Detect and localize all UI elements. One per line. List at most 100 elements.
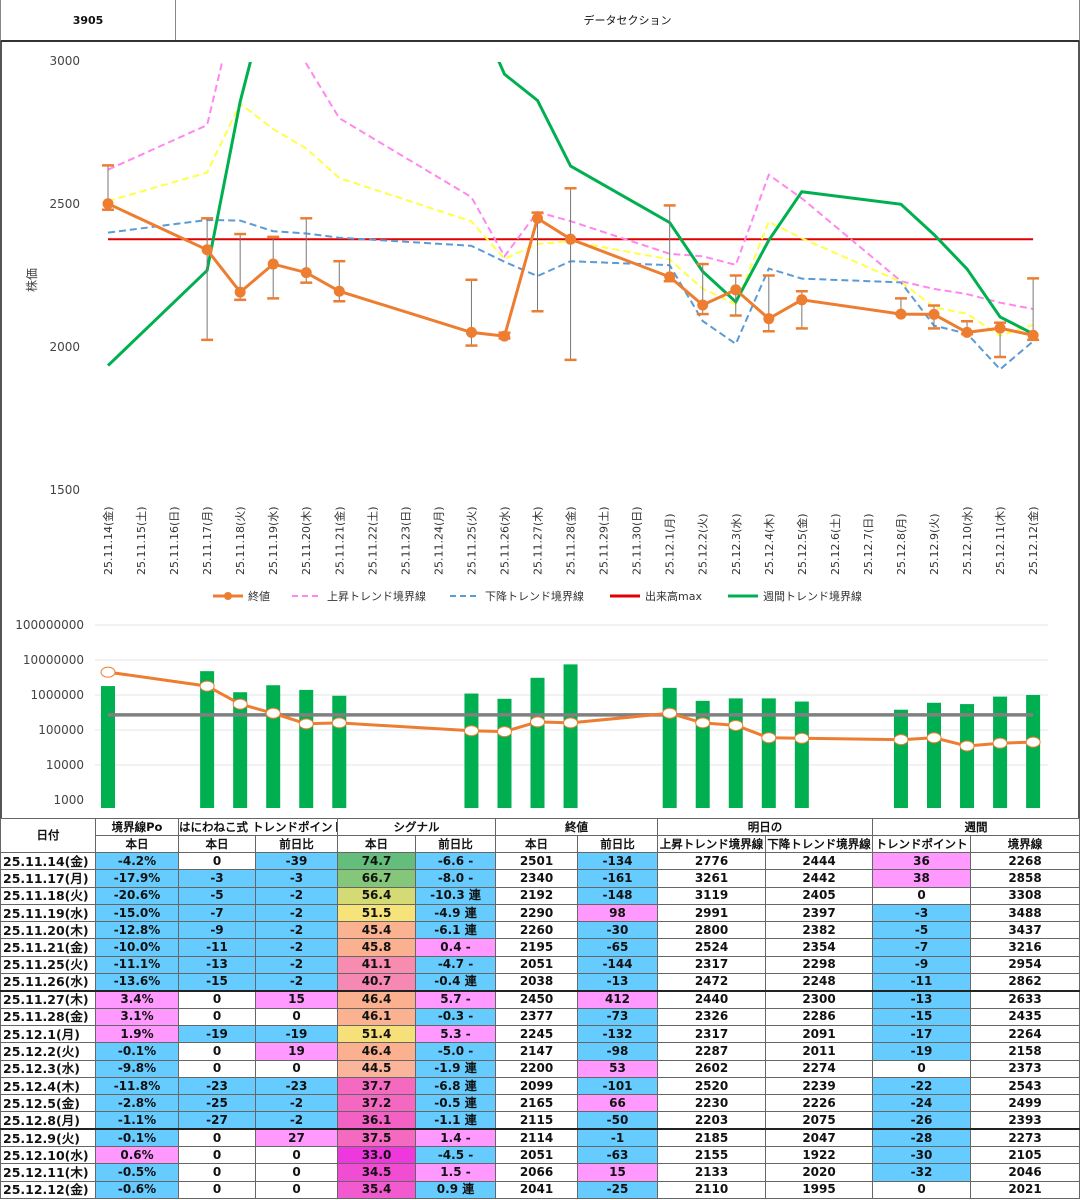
cell-closed: -13 (577, 973, 659, 992)
y-axis-label: 株価 (24, 268, 39, 292)
table-row: 25.12.4(木) -11.8% -23 -23 37.7 -6.8 連 2099 -101… (0, 1076, 1080, 1096)
table-row: 25.11.27(木) 3.4% 0 15 46.4 5.7 -2450 412 2440 23… (0, 989, 1080, 1009)
col-po-today: 本日 (95, 835, 179, 853)
cell-sigd: -0.4 連 (415, 973, 497, 992)
cell-date: 25.12.1(月) (0, 1024, 96, 1044)
cell-sig: 66.7 (337, 869, 417, 888)
volume-point (232, 698, 248, 710)
cell-tpd: 0 (254, 1059, 339, 1078)
cell-sigd: -6.1 連 (415, 921, 497, 940)
cell-po: 3.4% (95, 989, 179, 1009)
x-tick-label: 25.11.17(月) (201, 506, 214, 575)
volume-point (662, 707, 678, 719)
cell-po: -13.6% (95, 973, 179, 992)
cell-wline: 2862 (970, 973, 1080, 992)
cell-closed: -98 (577, 1042, 659, 1061)
volume-point (265, 707, 281, 719)
cell-date: 25.12.4(木) (0, 1076, 96, 1096)
cell-up: 2133 (657, 1163, 767, 1182)
cell-tp: -13 (178, 955, 256, 975)
cell-wtp: -11 (872, 973, 972, 992)
volume-point (496, 726, 512, 738)
close-point (201, 244, 213, 256)
cell-up: 2326 (657, 1007, 767, 1026)
cell-up: 2520 (657, 1076, 767, 1096)
volume-bar (761, 698, 776, 808)
close-point (102, 198, 114, 210)
charts: 1500 2000 2500 3000 株価 25.11.14(金) 25.11.15(土)… (15, 54, 1048, 808)
x-tick-label: 25.11.29(土) (598, 506, 611, 575)
col-group-trendpoint: はにわねこ式 トレンドポイント (177, 818, 339, 836)
cell-down: 2020 (765, 1163, 874, 1182)
table-row: 25.12.2(火) -0.1% 0 19 46.4 -5.0 -2147 -98 2287 2… (0, 1042, 1080, 1061)
cell-wtp: -26 (872, 1111, 972, 1130)
cell-tp: 0 (178, 1180, 256, 1199)
cell-sig: 46.4 (337, 1042, 417, 1061)
cell-up: 2317 (657, 1024, 767, 1044)
cell-tp: 0 (178, 1007, 256, 1026)
cell-sigd: -5.0 - (415, 1042, 497, 1061)
table-row: 25.12.3(水) -9.8% 0 0 44.5 -1.9 連 2200 53 2602 227… (0, 1059, 1080, 1078)
cell-wline: 3437 (970, 921, 1080, 940)
cell-tp: -3 (178, 869, 256, 888)
table-row: 25.12.1(月) 1.9% -19 -19 51.4 5.3 -2245 -132 231… (0, 1024, 1080, 1044)
close-point (565, 233, 577, 245)
cell-tpd: -23 (254, 1076, 339, 1096)
cell-date: 25.11.25(火) (0, 955, 96, 975)
volume-point (794, 732, 810, 744)
cell-up: 3261 (657, 869, 767, 888)
cell-wline: 2954 (970, 955, 1080, 975)
x-tick-label: 25.12.8(月) (895, 513, 908, 575)
table-row: 25.11.20(木) -12.8% -9 -2 45.4 -6.1 連 2260 -30 28… (0, 921, 1080, 940)
cell-close: 2377 (495, 1007, 579, 1026)
cell-up: 2203 (657, 1111, 767, 1130)
x-tick-label: 25.12.10(水) (961, 506, 974, 575)
volume-bar (266, 685, 281, 808)
cell-date: 25.11.21(金) (0, 938, 96, 957)
cell-wline: 2435 (970, 1007, 1080, 1026)
cell-po: -11.1% (95, 955, 179, 975)
volume-bar (530, 677, 545, 808)
cell-tpd: 0 (254, 1007, 339, 1026)
cell-date: 25.12.10(水) (0, 1146, 96, 1165)
cell-down: 2091 (765, 1024, 874, 1044)
cell-sig: 37.7 (337, 1076, 417, 1096)
cell-wtp: -17 (872, 1024, 972, 1044)
cell-tpd: -2 (254, 955, 339, 975)
cell-sigd: -6.6 - (415, 851, 497, 871)
cell-up: 2800 (657, 921, 767, 940)
cell-sigd: 1.5 - (415, 1163, 497, 1182)
volume-bar (200, 671, 215, 808)
cell-down: 2382 (765, 921, 874, 940)
cell-down: 2354 (765, 938, 874, 957)
close-point (730, 284, 742, 296)
volume-point (463, 725, 479, 737)
close-point (532, 212, 544, 224)
volume-point (563, 717, 579, 729)
cell-up: 2317 (657, 955, 767, 975)
plot-area (102, 62, 1040, 371)
cell-down: 2286 (765, 1007, 874, 1026)
table-row: 25.11.14(金) -4.2% 0 -39 74.7 -6.6 -2501 -134 27… (0, 851, 1080, 871)
cell-down: 2011 (765, 1042, 874, 1061)
close-point (961, 326, 973, 338)
cell-po: -20.6% (95, 886, 179, 905)
cell-tp: -19 (178, 1024, 256, 1044)
cell-tp: -7 (178, 903, 256, 923)
cell-tp: 0 (178, 1059, 256, 1078)
legend-label: 終値 (248, 589, 270, 603)
cell-sig: 33.0 (337, 1146, 417, 1165)
cell-closed: -73 (577, 1007, 659, 1026)
volume-point (728, 719, 744, 731)
series-line-0 (107, 202, 1034, 338)
cell-close: 2165 (495, 1094, 579, 1113)
cell-up: 2602 (657, 1059, 767, 1078)
cell-close: 2200 (495, 1059, 579, 1078)
cell-sig: 37.5 (337, 1128, 417, 1148)
cell-tp: -27 (178, 1111, 256, 1130)
cell-closed: 53 (577, 1059, 659, 1078)
cell-down: 2239 (765, 1076, 874, 1096)
cell-up: 2155 (657, 1146, 767, 1165)
close-point (664, 271, 676, 283)
cell-sigd: -0.3 - (415, 1007, 497, 1026)
